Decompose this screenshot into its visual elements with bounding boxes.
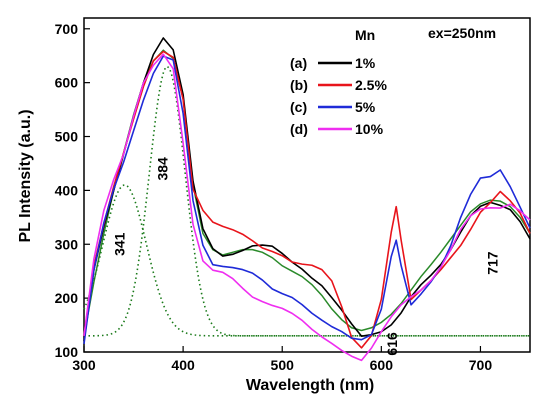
fit-envelope-curve (83, 49, 531, 336)
legend-label: 5% (355, 99, 376, 115)
peak-label: 616 (384, 332, 400, 356)
legend-letter: (b) (290, 77, 308, 93)
y-tick-label: 700 (55, 21, 79, 37)
y-tick-label: 200 (55, 290, 79, 306)
series-line-2 (83, 55, 531, 345)
legend-letter: (c) (290, 99, 307, 115)
peak-labels: 341 384 616 717 (112, 157, 501, 356)
gaussian-component-1 (83, 184, 530, 337)
y-tick-label: 400 (55, 182, 79, 198)
peak-label: 341 (112, 232, 128, 256)
x-tick-label: 600 (370, 357, 394, 373)
y-tick-label: 500 (55, 129, 79, 145)
series-line-1 (83, 50, 531, 349)
legend-title: Mn (355, 27, 375, 43)
y-tick-label: 100 (55, 344, 79, 360)
fit-curves (83, 49, 531, 337)
x-tick-label: 300 (72, 357, 96, 373)
legend-label: 1% (355, 55, 376, 71)
axis-ticks: 300 400 500 600 700 100 200 300 400 500 600 700 (55, 21, 493, 373)
x-axis-title: Wavelength (nm) (246, 377, 374, 394)
x-tick-label: 700 (469, 357, 493, 373)
peak-label: 717 (484, 251, 500, 275)
y-tick-label: 300 (55, 236, 79, 252)
legend-label: 10% (355, 121, 384, 137)
series-line-3 (83, 53, 531, 362)
y-tick-label: 600 (55, 75, 79, 91)
x-tick-label: 400 (171, 357, 195, 373)
series-lines (83, 37, 531, 362)
plot-frame (83, 17, 531, 353)
x-tick-label: 500 (271, 357, 295, 373)
legend-letter: (a) (290, 55, 307, 71)
legend-label: 2.5% (355, 77, 387, 93)
legend: Mn (a) 1% (b) 2.5% (c) 5% (d) 10% (290, 27, 387, 137)
excitation-label: ex=250nm (428, 25, 496, 41)
legend-letter: (d) (290, 121, 308, 137)
peak-label: 384 (154, 157, 170, 181)
y-axis-title: PL Intensity (a.u.) (17, 109, 34, 242)
